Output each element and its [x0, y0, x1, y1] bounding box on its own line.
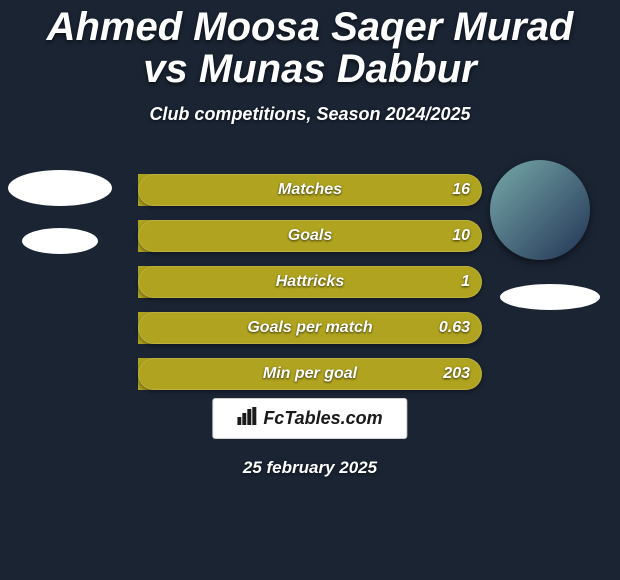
stat-value-right: 1	[449, 266, 482, 298]
fctables-logo-box: FcTables.com	[212, 398, 407, 439]
stat-row: Goals per match0.63	[138, 312, 482, 344]
stat-value-right: 16	[440, 174, 482, 206]
stat-row: Min per goal203	[138, 358, 482, 390]
stat-label: Hattricks	[138, 266, 482, 298]
generation-date: 25 february 2025	[0, 458, 620, 478]
right-player-photo-image	[490, 160, 590, 260]
stat-label: Matches	[138, 174, 482, 206]
stats-panel: Matches16 Goals10 Hattricks1 Goals per matc…	[138, 174, 482, 404]
stat-label: Goals	[138, 220, 482, 252]
left-player-photo-placeholder	[8, 170, 112, 206]
stat-row: Goals10	[138, 220, 482, 252]
fctables-bars-icon	[237, 407, 257, 430]
fctables-logo-text: FcTables.com	[263, 408, 382, 429]
right-player-photo	[490, 160, 590, 260]
page-subtitle: Club competitions, Season 2024/2025	[0, 104, 620, 125]
right-player-badge-placeholder	[500, 284, 600, 310]
page-title: Ahmed Moosa Saqer Murad vs Munas Dabbur	[0, 0, 620, 90]
stat-row: Hattricks1	[138, 266, 482, 298]
stat-value-right: 10	[440, 220, 482, 252]
stat-value-right: 203	[431, 358, 482, 390]
stat-value-right: 0.63	[427, 312, 482, 344]
left-player-badge-placeholder	[22, 228, 98, 254]
stat-row: Matches16	[138, 174, 482, 206]
content-root: Ahmed Moosa Saqer Murad vs Munas Dabbur …	[0, 0, 620, 580]
